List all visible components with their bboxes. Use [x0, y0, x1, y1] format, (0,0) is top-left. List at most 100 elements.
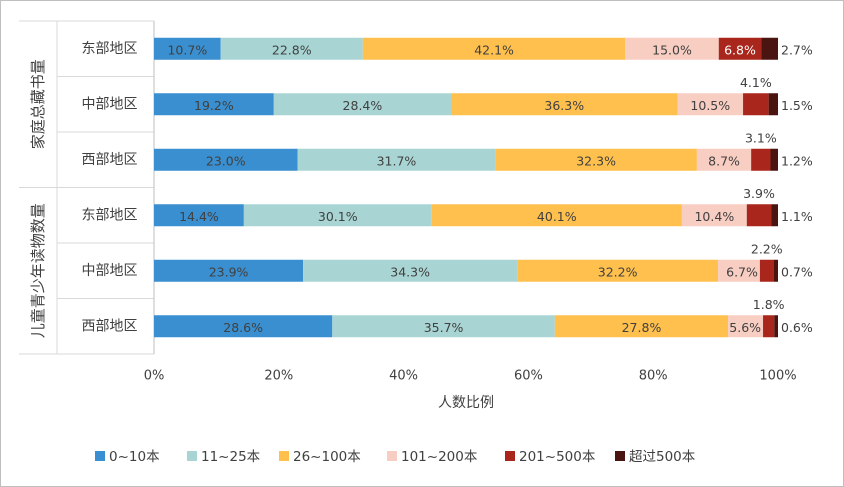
bar-segment — [495, 148, 697, 171]
data-label: 3.1% — [745, 130, 777, 145]
x-tick-label: 60% — [514, 369, 543, 384]
bar-segment — [554, 315, 729, 338]
legend-label: 11~25本 — [201, 449, 261, 465]
bar-segment — [771, 204, 778, 227]
bar-segment — [743, 93, 769, 116]
bar-segment — [728, 315, 764, 338]
data-label: 28.4% — [343, 98, 383, 113]
x-axis-title: 人数比例 — [438, 395, 494, 411]
bar-segment — [154, 148, 298, 171]
bar-segment — [154, 93, 274, 116]
data-label: 1.8% — [753, 297, 785, 312]
bar-segment — [751, 148, 771, 171]
data-label: 10.4% — [694, 209, 734, 224]
group-label: 儿童青少年读物数量 — [29, 203, 47, 338]
data-label: 6.8% — [724, 42, 756, 57]
bar-segment — [768, 93, 778, 116]
bar-segment — [273, 93, 452, 116]
data-label: 2.2% — [751, 241, 783, 256]
legend-label: 101~200本 — [401, 449, 478, 465]
legend-swatch — [615, 451, 625, 461]
bar-segment — [431, 204, 682, 227]
bar-segment — [154, 259, 304, 282]
x-tick-label: 40% — [389, 369, 418, 384]
data-label: 0.6% — [781, 320, 813, 335]
bar-segment — [625, 37, 719, 60]
data-label: 15.0% — [652, 42, 692, 57]
data-label: 30.1% — [318, 209, 358, 224]
category-label: 西部地区 — [82, 318, 138, 334]
legend-label: 0~10本 — [109, 449, 160, 465]
bar-segment — [154, 37, 221, 60]
category-label: 东部地区 — [82, 207, 138, 223]
category-label: 东部地区 — [82, 41, 138, 57]
bar-segment — [677, 93, 744, 116]
bar-segment — [362, 37, 626, 60]
bar-segment — [681, 204, 747, 227]
legend-swatch — [187, 451, 197, 461]
bar-segment — [154, 204, 244, 227]
x-tick-label: 100% — [759, 369, 796, 384]
bar-segment — [517, 259, 719, 282]
data-label: 3.9% — [743, 186, 775, 201]
data-label: 36.3% — [544, 98, 584, 113]
bar-segment — [332, 315, 555, 338]
data-label: 14.4% — [179, 209, 219, 224]
bar-segment — [243, 204, 432, 227]
data-label: 6.7% — [726, 264, 758, 279]
bar-segment — [763, 315, 775, 338]
bar-segment — [303, 259, 518, 282]
data-label: 23.9% — [209, 264, 249, 279]
data-label: 32.3% — [576, 153, 616, 168]
data-label: 22.8% — [272, 42, 312, 57]
bar-segment — [761, 37, 778, 60]
data-label: 27.8% — [622, 320, 662, 335]
data-label: 19.2% — [194, 98, 234, 113]
legend-swatch — [279, 451, 289, 461]
bar-segment — [154, 315, 333, 338]
x-tick-label: 20% — [264, 369, 293, 384]
legend-swatch — [95, 451, 105, 461]
legend-label: 26~100本 — [293, 449, 361, 465]
x-tick-label: 0% — [144, 369, 165, 384]
data-label: 10.5% — [690, 98, 730, 113]
data-label: 42.1% — [474, 42, 514, 57]
x-tick-label: 80% — [639, 369, 668, 384]
data-label: 5.6% — [729, 320, 761, 335]
data-label: 35.7% — [424, 320, 464, 335]
data-label: 1.2% — [781, 153, 813, 168]
legend-label: 201~500本 — [519, 449, 596, 465]
data-label: 2.7% — [781, 42, 813, 57]
bar-segment — [759, 259, 774, 282]
bar-segment — [746, 204, 772, 227]
data-label: 4.1% — [740, 75, 772, 90]
legend-swatch — [505, 451, 515, 461]
category-label: 中部地区 — [82, 263, 138, 279]
bar-segment — [451, 93, 678, 116]
bar-segment — [774, 315, 778, 338]
bar-segment — [220, 37, 363, 60]
data-label: 1.1% — [781, 209, 813, 224]
data-label: 1.5% — [781, 98, 813, 113]
group-label: 家庭总藏书量 — [29, 59, 47, 149]
bar-segment — [718, 37, 762, 60]
category-label: 中部地区 — [82, 96, 138, 112]
legend-label: 超过500本 — [629, 449, 696, 465]
bar-segment — [770, 148, 778, 171]
data-label: 28.6% — [223, 320, 263, 335]
data-label: 0.7% — [781, 264, 813, 279]
legend-swatch — [387, 451, 397, 461]
data-label: 8.7% — [708, 153, 740, 168]
data-label: 34.3% — [390, 264, 430, 279]
bar-segment — [718, 259, 760, 282]
data-label: 32.2% — [598, 264, 638, 279]
data-label: 23.0% — [206, 153, 246, 168]
bar-segment — [297, 148, 496, 171]
data-label: 31.7% — [377, 153, 417, 168]
data-label: 40.1% — [537, 209, 577, 224]
bar-segment — [696, 148, 752, 171]
bar-segment — [773, 259, 778, 282]
data-label: 10.7% — [167, 42, 207, 57]
